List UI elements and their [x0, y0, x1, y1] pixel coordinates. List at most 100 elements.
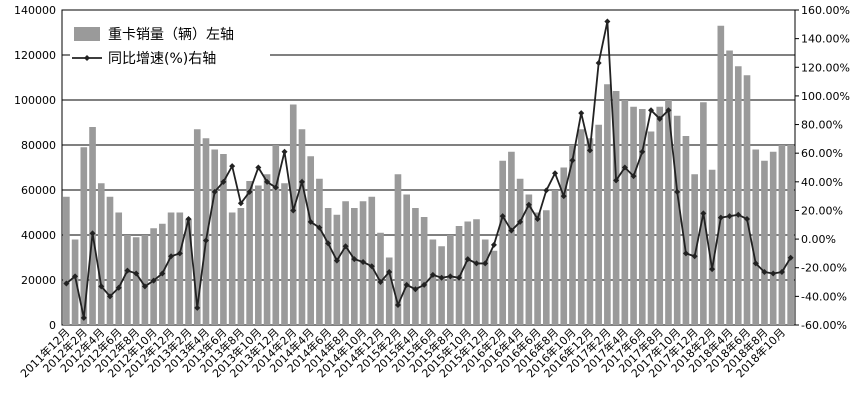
bar: [176, 212, 184, 325]
bar: [167, 212, 175, 325]
marker: [700, 210, 707, 217]
marker: [552, 170, 559, 177]
marker: [709, 266, 716, 273]
y2-tick-label: 0.00%: [801, 233, 836, 246]
marker: [473, 260, 480, 267]
marker: [412, 286, 419, 293]
y2-tick-label: 60.00%: [801, 147, 843, 160]
bar: [237, 208, 245, 325]
bar: [769, 151, 777, 325]
marker: [264, 178, 271, 185]
bar: [604, 84, 611, 325]
bar: [377, 232, 384, 325]
marker: [543, 187, 550, 194]
bar: [298, 129, 306, 325]
y2-tick-label: 80.00%: [801, 119, 843, 132]
marker: [674, 188, 681, 195]
marker: [98, 283, 105, 290]
marker: [377, 279, 384, 286]
bar: [124, 235, 131, 325]
bar: [717, 25, 725, 325]
marker: [648, 107, 655, 114]
marker: [744, 216, 751, 223]
bar: [743, 75, 751, 325]
bar: [647, 131, 655, 325]
bar: [761, 160, 768, 325]
bar: [560, 167, 568, 325]
marker: [787, 254, 794, 261]
marker: [351, 256, 358, 263]
y2-tick-label: 20.00%: [801, 204, 843, 217]
bar: [420, 217, 428, 325]
bar: [263, 174, 271, 325]
marker: [185, 216, 192, 223]
bar: [307, 156, 315, 325]
marker: [490, 241, 497, 248]
marker: [255, 164, 262, 171]
bar: [569, 145, 576, 325]
marker: [281, 148, 288, 155]
y2-tick-label: 140.00%: [801, 33, 850, 46]
y2-tick-label: 120.00%: [801, 61, 850, 74]
marker: [342, 243, 349, 250]
bar: [228, 212, 236, 325]
bar: [787, 145, 794, 325]
bar: [403, 194, 411, 325]
bar: [577, 129, 585, 325]
marker: [534, 216, 541, 223]
bar: [246, 181, 253, 325]
bar: [220, 154, 227, 325]
marker: [194, 304, 201, 311]
y2-tick-label: 40.00%: [801, 176, 843, 189]
marker: [735, 211, 742, 218]
bar: [481, 239, 489, 325]
bar: [351, 208, 358, 325]
marker: [726, 213, 733, 220]
bar: [150, 228, 157, 325]
marker: [770, 270, 777, 277]
bar: [272, 145, 280, 325]
bar: [691, 174, 698, 325]
marker: [394, 301, 401, 308]
bar: [71, 239, 79, 325]
y-tick-label: 40000: [21, 229, 56, 242]
bar: [665, 100, 672, 325]
marker: [421, 281, 428, 288]
bar: [551, 190, 559, 325]
bar: [438, 246, 445, 325]
bar: [333, 214, 341, 325]
marker: [386, 269, 393, 276]
bar: [429, 239, 437, 325]
y-tick-label: 120000: [14, 49, 56, 62]
marker: [604, 18, 611, 25]
bar: [63, 196, 70, 325]
marker: [368, 263, 375, 270]
marker: [429, 271, 436, 278]
marker: [508, 227, 515, 234]
marker: [464, 256, 471, 263]
marker: [211, 188, 218, 195]
bar: [525, 194, 533, 325]
marker: [752, 260, 759, 267]
marker: [124, 267, 131, 274]
marker: [307, 218, 314, 225]
legend-label: 重卡销量（辆）左轴: [108, 27, 234, 43]
marker: [691, 253, 698, 260]
bar: [385, 257, 393, 325]
bar: [464, 221, 472, 325]
y2-tick-label: -40.00%: [801, 290, 847, 303]
bar: [141, 235, 149, 325]
y2-tick-label: 160.00%: [801, 4, 850, 17]
marker: [569, 157, 576, 164]
marker: [63, 280, 70, 287]
marker: [499, 213, 506, 220]
bar: [499, 160, 506, 325]
marker: [595, 59, 602, 66]
y-tick-label: 80000: [21, 139, 56, 152]
marker: [106, 293, 113, 300]
y-tick-label: 140000: [14, 4, 56, 17]
bar: [202, 138, 210, 325]
bar: [473, 219, 480, 325]
marker: [237, 200, 244, 207]
bar: [682, 136, 690, 325]
